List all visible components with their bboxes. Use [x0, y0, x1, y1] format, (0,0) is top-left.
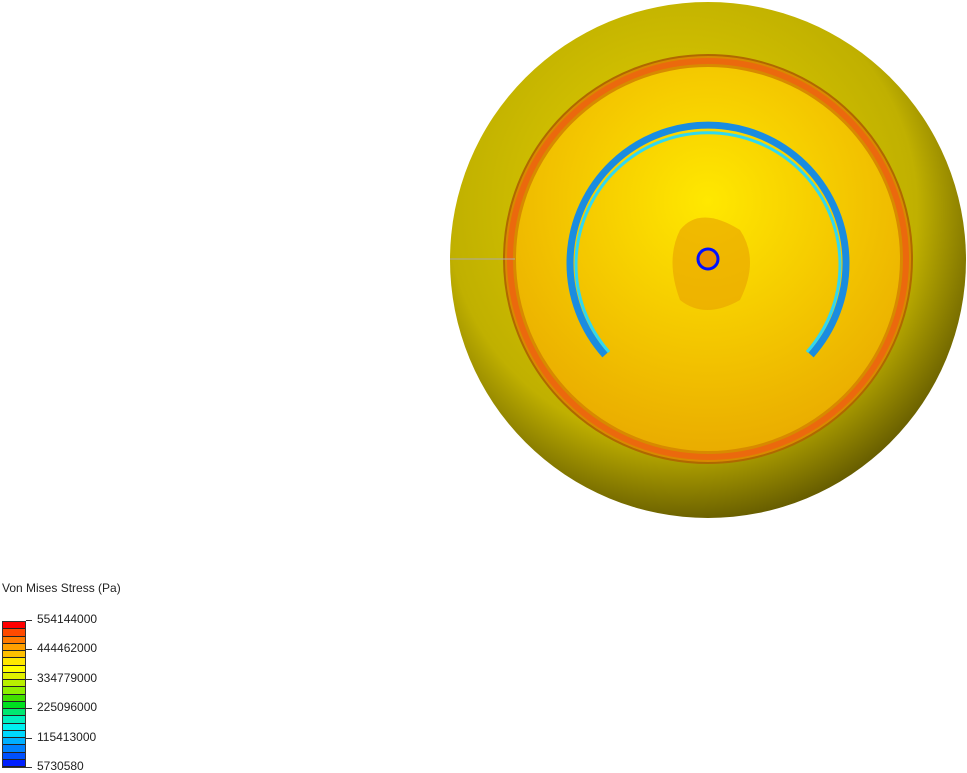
legend-band — [3, 723, 25, 731]
legend-band — [3, 680, 25, 688]
legend-band — [3, 643, 25, 651]
center-hole — [696, 247, 720, 271]
legend-band — [3, 752, 25, 760]
legend-tick-mark — [26, 737, 32, 739]
legend-band — [3, 738, 25, 746]
horseshoe-arc-inner — [574, 131, 842, 353]
legend-tick-mark — [26, 708, 32, 710]
legend-band — [3, 694, 25, 702]
legend-tick-label: 334779000 — [37, 670, 98, 685]
horseshoe-arc — [566, 121, 850, 358]
legend-band — [3, 658, 25, 666]
legend-tick-mark — [26, 678, 32, 680]
legend-band — [3, 687, 25, 695]
legend-title: Von Mises Stress (Pa) — [2, 581, 121, 595]
legend-tick-label: 5730580 — [37, 759, 84, 773]
legend-band — [3, 701, 25, 709]
legend-tick-label: 554144000 — [37, 612, 98, 626]
legend-band — [3, 759, 25, 767]
legend-band — [3, 629, 25, 637]
legend-band — [3, 745, 25, 753]
legend-band — [3, 716, 25, 724]
legend-color-bar — [2, 621, 26, 768]
legend-band — [3, 636, 25, 644]
legend-tick-label: 115413000 — [37, 729, 97, 744]
legend-band — [3, 730, 25, 738]
legend-tick-label: 444462000 — [37, 641, 98, 656]
legend-tick-label: 225096000 — [37, 700, 98, 715]
legend-band — [3, 622, 25, 630]
legend-band — [3, 665, 25, 673]
legend-band — [3, 651, 25, 659]
legend-tick-mark — [26, 767, 32, 768]
legend-tick-mark — [26, 649, 32, 651]
legend-band — [3, 672, 25, 680]
legend-band — [3, 709, 25, 717]
legend-tick-mark — [26, 620, 32, 621]
